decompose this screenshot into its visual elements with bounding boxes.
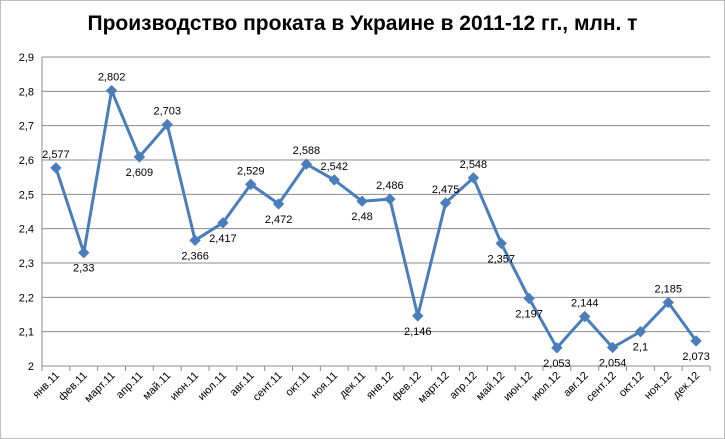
- x-axis-ticks: янв.11фев.11март.11апр.11май.11июн.11июл…: [31, 366, 711, 406]
- data-point: [523, 292, 535, 305]
- data-label: 2,548: [460, 159, 488, 171]
- series-line-layer: [54, 89, 698, 350]
- data-label: 2,802: [98, 72, 126, 84]
- data-point: [300, 158, 313, 170]
- data-point: [467, 172, 480, 184]
- data-point: [356, 195, 368, 207]
- x-tick-label: окт.11: [283, 370, 312, 399]
- x-tick-label: май.11: [141, 370, 174, 403]
- data-point: [78, 246, 90, 259]
- data-label: 2,703: [153, 106, 181, 118]
- series-line: [54, 89, 698, 350]
- y-axis-ticks: 2 2,1 2,2 2,3 2,4 2,5 2,6 2,7 2,8 2,9: [19, 52, 34, 373]
- x-tick-label: сент.12: [584, 370, 619, 405]
- data-point: [690, 335, 702, 347]
- y-tick-label: 2,1: [19, 327, 34, 339]
- y-tick-label: 2,3: [19, 258, 34, 270]
- x-tick-label: апр.11: [114, 370, 146, 402]
- y-tick-label: 2,7: [19, 121, 34, 133]
- x-tick-label: апр.12: [447, 370, 479, 402]
- data-label: 2,357: [487, 253, 515, 265]
- y-tick-label: 2,2: [19, 292, 34, 304]
- x-tick-label: окт.12: [617, 370, 647, 400]
- data-label: 2,054: [599, 357, 627, 369]
- x-tick-label: дек.12: [671, 370, 703, 402]
- y-tick-label: 2,9: [19, 52, 34, 64]
- data-label: 2,609: [126, 167, 154, 179]
- data-label: 2,33: [73, 263, 94, 275]
- x-tick-label: март.11: [82, 370, 117, 405]
- data-point: [105, 84, 118, 97]
- data-point: [579, 310, 591, 323]
- data-label: 2,053: [543, 358, 571, 370]
- data-label: 2,542: [320, 161, 348, 173]
- data-point: [217, 217, 229, 229]
- data-label: 2,144: [571, 298, 599, 310]
- chart-title: Производство проката в Украине в 2011-12…: [87, 12, 638, 35]
- data-point: [161, 118, 173, 131]
- data-label: 2,185: [654, 283, 682, 295]
- data-label: 2,529: [237, 165, 265, 177]
- x-tick-label: сент.11: [251, 370, 285, 404]
- data-point: [328, 174, 340, 186]
- data-label: 2,486: [376, 180, 404, 192]
- data-label: 2,073: [682, 351, 710, 363]
- data-label: 2,48: [351, 211, 372, 223]
- y-tick-label: 2: [28, 361, 34, 373]
- gridlines: [41, 56, 710, 367]
- data-label: 2,475: [432, 184, 460, 196]
- data-point: [384, 193, 396, 205]
- y-tick-label: 2,6: [19, 155, 34, 167]
- x-tick-label: дек.11: [337, 370, 368, 401]
- x-tick-label: ноя.12: [642, 370, 674, 402]
- data-label: 2,197: [515, 308, 543, 320]
- y-tick-label: 2,8: [19, 86, 34, 98]
- x-tick-label: март.12: [416, 370, 452, 406]
- data-label: 2,1: [633, 342, 648, 354]
- x-tick-label: июл.11: [196, 370, 229, 403]
- data-point: [189, 234, 201, 247]
- x-tick-label: июл.12: [529, 370, 563, 404]
- y-tick-label: 2,4: [19, 224, 34, 236]
- data-point: [551, 342, 563, 354]
- data-point: [662, 296, 674, 309]
- data-label: 2,588: [293, 145, 321, 157]
- data-label: 2,577: [42, 149, 70, 161]
- data-points: [50, 84, 702, 354]
- data-point: [50, 162, 62, 174]
- data-point: [606, 341, 619, 354]
- data-point: [412, 310, 424, 322]
- data-point: [634, 325, 647, 338]
- data-point: [272, 198, 285, 210]
- x-tick-label: июн.12: [501, 370, 535, 404]
- x-tick-label: июн.11: [168, 370, 201, 403]
- x-tick-label: ноя.11: [309, 370, 341, 402]
- data-label: 2,146: [404, 326, 432, 338]
- data-label: 2,417: [209, 233, 237, 245]
- data-point: [245, 178, 257, 191]
- y-tick-label: 2,5: [19, 189, 34, 201]
- data-label: 2,472: [265, 214, 293, 226]
- x-tick-label: май.12: [474, 370, 507, 403]
- data-point: [495, 237, 507, 250]
- data-label: 2,366: [181, 250, 209, 262]
- data-point: [133, 151, 146, 163]
- data-point: [439, 197, 452, 209]
